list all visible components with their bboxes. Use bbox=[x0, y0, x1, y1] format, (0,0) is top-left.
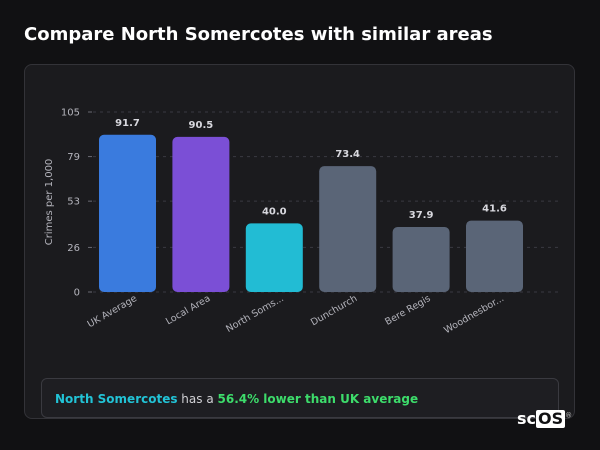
x-tick-label: Woodnesbor... bbox=[442, 293, 506, 336]
summary-box: North Somercotes has a 56.4% lower than … bbox=[41, 378, 559, 418]
summary-connector: has a bbox=[177, 392, 218, 406]
x-tick-label: Dunchurch bbox=[309, 293, 359, 328]
bar bbox=[319, 166, 377, 292]
y-tick-label: 79 bbox=[67, 152, 80, 163]
bar bbox=[99, 134, 156, 292]
summary-area-name: North Somercotes bbox=[55, 392, 178, 406]
bar-chart: 0 26 53 79 105 Crimes per 1,000 91.7 UK Average… bbox=[44, 108, 559, 336]
y-tick-label: 105 bbox=[61, 108, 80, 119]
x-tick-label: UK Average bbox=[86, 293, 139, 330]
y-tick-label: 0 bbox=[74, 288, 80, 299]
x-tick-label: North Soms... bbox=[224, 293, 286, 335]
bar bbox=[245, 223, 303, 292]
bar-value-label: 40.0 bbox=[262, 206, 287, 217]
chart-card: 0 26 53 79 105 Crimes per 1,000 91.7 UK Average… bbox=[24, 64, 575, 419]
x-tick-label: Local Area bbox=[164, 293, 212, 327]
page-title: Compare North Somercotes with similar ar… bbox=[24, 24, 493, 45]
summary-difference: 56.4% lower than UK average bbox=[217, 392, 419, 406]
bar-value-label: 37.9 bbox=[409, 210, 434, 221]
x-tick-label: Bere Regis bbox=[383, 293, 432, 328]
y-tick-label: 53 bbox=[67, 197, 80, 208]
logo-boxed-text: OS bbox=[536, 409, 566, 428]
logo-registered-mark: ® bbox=[565, 411, 573, 420]
bar-value-label: 73.4 bbox=[335, 149, 360, 160]
bar-value-label: 91.7 bbox=[115, 118, 140, 129]
bar bbox=[172, 136, 230, 292]
bar bbox=[466, 220, 523, 292]
logo-prefix: sc bbox=[517, 409, 537, 428]
bar-value-label: 41.6 bbox=[482, 204, 507, 215]
y-tick-label: 26 bbox=[67, 243, 80, 254]
bar-value-label: 90.5 bbox=[189, 120, 214, 131]
scos-logo: sc OS ® bbox=[517, 409, 572, 428]
y-axis-label: Crimes per 1,000 bbox=[44, 159, 55, 246]
bar bbox=[392, 227, 450, 292]
